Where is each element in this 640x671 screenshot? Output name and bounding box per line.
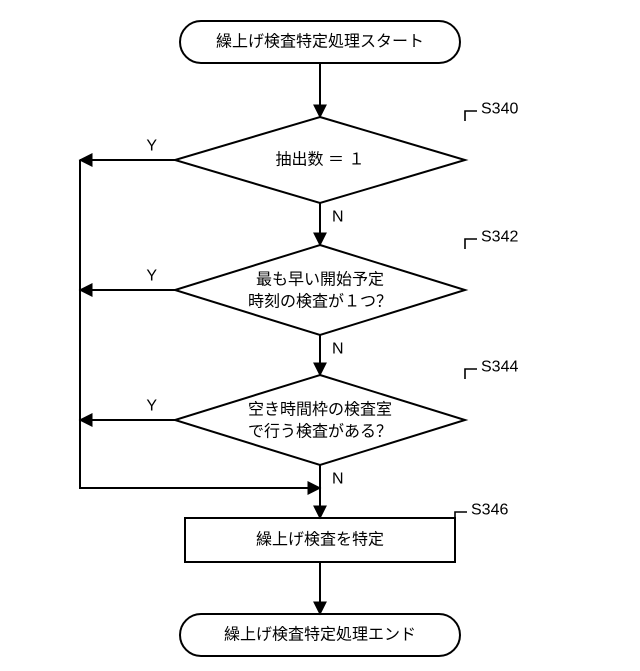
- svg-text:Y: Y: [146, 268, 157, 285]
- svg-text:S344: S344: [481, 359, 518, 376]
- svg-text:N: N: [332, 209, 344, 226]
- svg-text:S346: S346: [471, 502, 508, 519]
- svg-text:N: N: [332, 341, 344, 358]
- svg-text:繰上げ検査特定処理エンド: 繰上げ検査特定処理エンド: [224, 626, 416, 644]
- svg-text:N: N: [332, 471, 344, 488]
- svg-text:で行う検査がある？: で行う検査がある？: [248, 423, 392, 441]
- svg-text:Y: Y: [146, 138, 157, 155]
- svg-text:空き時間枠の検査室: 空き時間枠の検査室: [248, 401, 392, 419]
- svg-text:繰上げ検査特定処理スタート: 繰上げ検査特定処理スタート: [216, 33, 424, 51]
- svg-text:最も早い開始予定: 最も早い開始予定: [256, 271, 384, 289]
- svg-text:Y: Y: [146, 398, 157, 415]
- svg-text:繰上げ検査を特定: 繰上げ検査を特定: [256, 531, 384, 549]
- svg-text:S342: S342: [481, 229, 518, 246]
- svg-text:S340: S340: [481, 101, 518, 118]
- svg-text:時刻の検査が１つ？: 時刻の検査が１つ？: [248, 293, 392, 311]
- d3: [175, 375, 465, 465]
- d2: [175, 245, 465, 335]
- svg-text:抽出数 ＝ １: 抽出数 ＝ １: [276, 151, 365, 169]
